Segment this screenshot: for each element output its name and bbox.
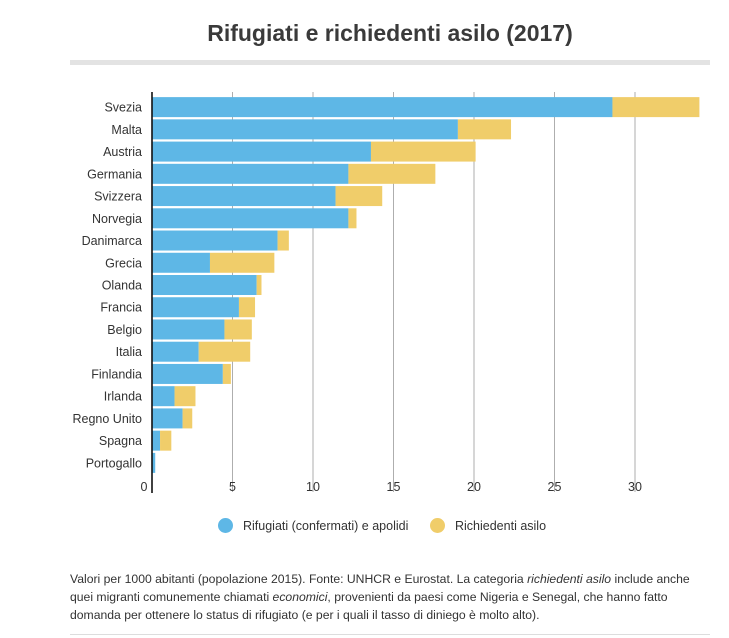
source-note: Valori per 1000 abitanti (popolazione 20… [70,570,710,624]
bar-richiedenti [198,341,251,362]
bar-rifugiati [152,141,371,162]
note-text-2: include anche quei migranti comunemente … [70,572,690,604]
x-tick-label: 10 [306,480,320,494]
note-text-3: , provenienti da paesi come Nigeria e Se… [70,590,668,622]
bar-rifugiati [152,408,183,429]
note-text-1: Valori per 1000 abitanti (popolazione 20… [70,572,528,586]
x-tick-label: 20 [467,480,481,494]
x-tick-label: 25 [548,480,562,494]
category-label: Svezia [104,101,142,115]
x-tick-label: 15 [387,480,401,494]
category-label: Spagna [99,434,142,448]
category-label: Germania [87,167,142,181]
category-label: Belgio [107,323,142,337]
bar-richiedenti [457,119,512,140]
bar-rifugiati [152,275,257,295]
bar-rifugiati [152,119,458,140]
note-italic-2: economici [272,590,328,604]
category-label: Portogallo [86,456,142,470]
bar-richiedenti [209,252,275,273]
legend-item-richiedenti[interactable]: Richiedenti asilo [430,518,546,533]
bar-richiedenti [238,297,256,318]
category-label: Danimarca [82,234,142,248]
bar-richiedenti [222,363,231,384]
category-label: Regno Unito [73,412,143,426]
note-italic-1: richiedenti asilo [527,572,612,586]
bar-rifugiati [152,230,278,251]
chart-title: Rifugiati e richiedenti asilo (2017) [207,20,573,46]
category-label: Norvegia [92,212,142,226]
category-label: Francia [100,301,142,315]
title-divider [70,60,710,65]
bar-rifugiati [152,452,156,473]
bar-rifugiati [152,341,199,362]
bar-rifugiati [152,208,349,229]
legend-label-rifugiati: Rifugiati (confermati) e apolidi [243,518,409,533]
category-label: Grecia [105,256,142,270]
legend-swatch-rifugiati [218,518,233,533]
bar-richiedenti [174,386,196,407]
bar-richiedenti [160,430,172,451]
category-label: Austria [103,145,142,159]
bar-rifugiati [152,430,161,451]
category-label: Svizzera [94,190,142,204]
bar-rifugiati [152,319,225,340]
bar-richiedenti [612,97,700,118]
bar-richiedenti [370,141,476,162]
bar-rifugiati [152,363,223,384]
bar-rifugiati [152,163,349,184]
bar-richiedenti [277,230,289,251]
bar-richiedenti [335,186,383,207]
bar-rifugiati [152,252,210,273]
legend-swatch-richiedenti [430,518,445,533]
x-tick-label: 0 [141,480,148,494]
bar-richiedenti [182,408,193,429]
note-divider [70,634,710,635]
bar-rifugiati [152,297,239,318]
legend: Rifugiati (confermati) e apolidi Richied… [0,518,729,538]
bar-richiedenti [348,163,436,184]
category-label: Olanda [102,279,142,293]
category-label: Italia [116,345,142,359]
category-label: Irlanda [104,390,142,404]
bar-rifugiati [152,97,613,118]
legend-label-richiedenti: Richiedenti asilo [455,518,547,533]
bar-rifugiati [152,386,175,407]
bar-richiedenti [224,319,252,340]
bar-rifugiati [152,186,336,207]
category-label: Finlandia [91,367,142,381]
bar-richiedenti [348,208,357,229]
category-label: Malta [111,123,142,137]
x-tick-label: 5 [229,480,236,494]
bar-richiedenti [256,275,262,295]
legend-item-rifugiati[interactable]: Rifugiati (confermati) e apolidi [218,518,408,533]
bar-chart: 0 5 10 15 20 25 30 Svezia Malta Austria Germania Sv… [73,92,700,494]
x-tick-label: 30 [628,480,642,494]
